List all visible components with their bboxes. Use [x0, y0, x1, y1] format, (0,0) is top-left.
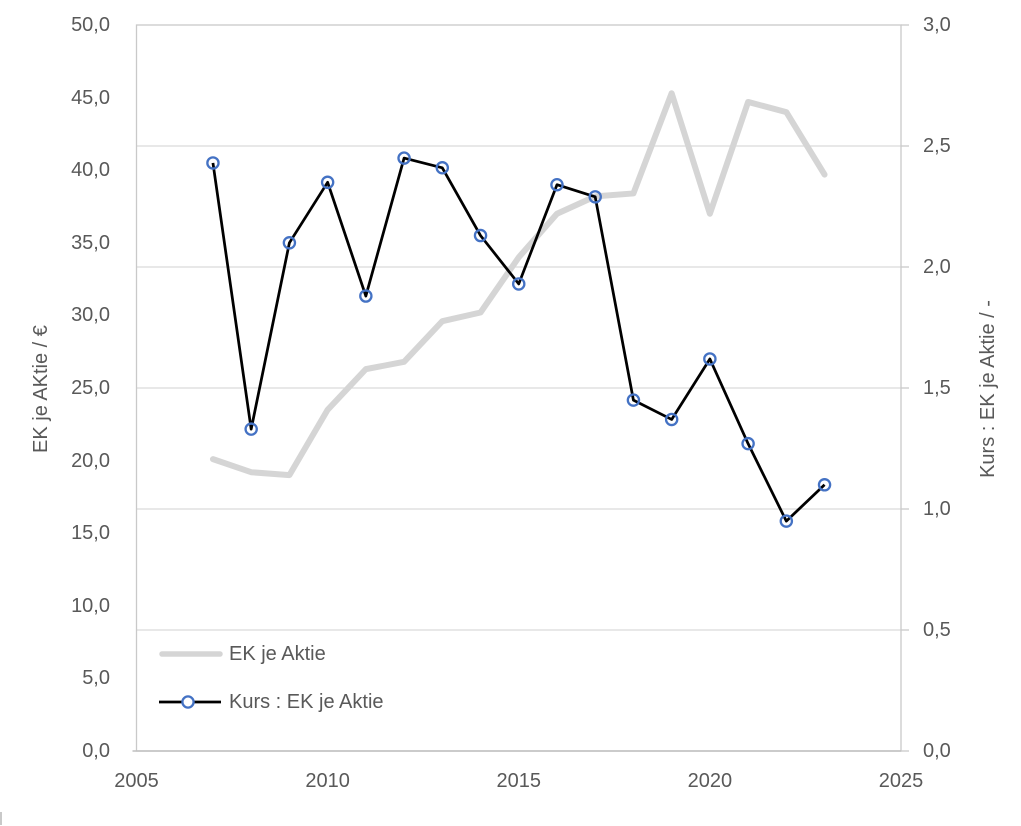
data-point-marker — [779, 514, 794, 528]
x-axis-tick-label: 2025 — [878, 770, 924, 792]
data-point-marker — [588, 190, 602, 204]
left-axis-title: EK je AKtie / € — [30, 325, 52, 453]
data-point-marker — [435, 161, 450, 175]
data-point-marker — [512, 277, 526, 291]
data-point-marker — [741, 436, 755, 451]
right-axis-tick-label: 2,5 — [923, 135, 951, 157]
left-axis-tick-label: 35,0 — [71, 231, 110, 254]
x-axis-tick-label: 2010 — [305, 770, 350, 792]
data-point-marker — [703, 352, 717, 366]
series-kurs-line — [211, 156, 826, 523]
screen-edge-artifact — [0, 812, 2, 825]
data-point-marker — [244, 422, 258, 436]
legend-swatch-marker-line — [159, 695, 221, 709]
left-axis-tick-label: 25,0 — [71, 377, 110, 399]
data-point-marker — [206, 156, 220, 170]
data-point-marker — [320, 175, 335, 190]
series-ek-je-aktie-line — [209, 90, 828, 479]
x-axis-tick-label: 2015 — [496, 770, 542, 792]
left-axis-tick-label: 40,0 — [71, 159, 110, 182]
data-point-marker — [359, 289, 373, 303]
legend-label: EK je Aktie — [229, 642, 326, 665]
data-point-marker — [282, 236, 297, 250]
legend-label: Kurs : EK je Aktie — [229, 690, 384, 713]
legend-item-ek-je-aktie: EK je Aktie — [158, 640, 384, 668]
legend-item-kurs-ek-je-aktie: Kurs : EK je Aktie — [158, 688, 384, 716]
left-axis-tick-label: 10,0 — [71, 594, 110, 617]
right-axis-tick-label: 1,5 — [923, 377, 951, 399]
left-axis-tick-label: 30,0 — [71, 304, 110, 327]
left-axis-tick-label: 15,0 — [71, 522, 110, 545]
data-point-marker — [664, 412, 679, 427]
right-axis-tick-label: 0,5 — [923, 619, 951, 641]
left-axis-tick-label: 45,0 — [71, 86, 110, 109]
data-point-marker — [473, 228, 488, 243]
legend-swatch-thick-line — [159, 651, 223, 657]
left-axis-tick-label: 50,0 — [71, 14, 110, 36]
x-axis-tick-label: 2005 — [114, 770, 159, 792]
data-point-marker — [550, 177, 564, 192]
x-axis-tick-label: 2020 — [687, 770, 733, 792]
right-axis-tick-label: 3,0 — [923, 14, 951, 36]
right-axis-tick-label: 2,0 — [923, 256, 951, 278]
left-axis-tick-label: 5,0 — [82, 667, 110, 690]
data-point-marker — [626, 393, 641, 407]
data-point-marker — [817, 478, 832, 492]
data-point-marker — [397, 151, 411, 165]
left-axis-tick-label: 20,0 — [71, 449, 110, 472]
left-axis-tick-label: 0,0 — [82, 740, 110, 762]
right-axis-tick-label: 0,0 — [923, 740, 951, 762]
legend: EK je Aktie Kurs : EK je Aktie — [158, 640, 384, 736]
right-axis-tick-label: 1,0 — [923, 498, 951, 520]
